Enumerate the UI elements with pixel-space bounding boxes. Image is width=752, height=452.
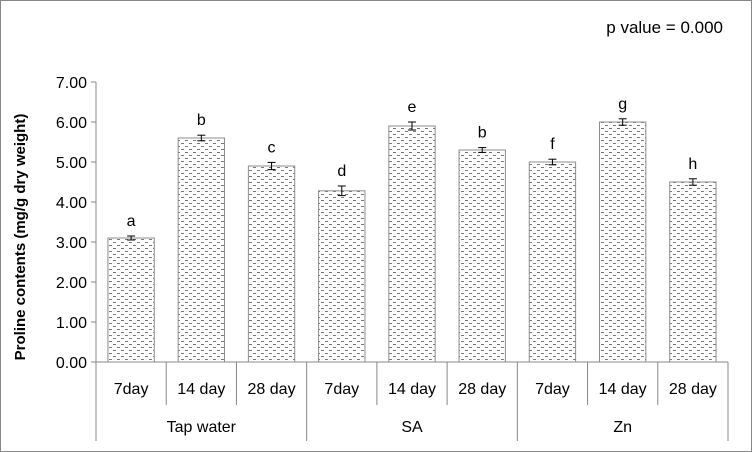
bar — [598, 121, 647, 363]
x-tick-label: 28 day — [458, 381, 506, 398]
bar — [107, 237, 155, 363]
significance-letter: b — [478, 125, 487, 142]
y-tick-label: 0.00 — [56, 355, 87, 372]
bar — [247, 165, 296, 363]
significance-letter: h — [688, 156, 697, 173]
y-tick-label: 3.00 — [56, 235, 87, 252]
x-group-label: Zn — [613, 419, 632, 436]
y-tick-label: 6.00 — [56, 115, 87, 132]
x-tick-label: 7day — [535, 381, 570, 398]
x-tick-label: 28 day — [248, 381, 296, 398]
bar — [458, 149, 506, 363]
x-group-label: Tap water — [167, 419, 237, 436]
x-tick-label: 28 day — [669, 381, 717, 398]
y-tick-label: 1.00 — [56, 315, 87, 332]
bar — [528, 161, 577, 363]
bar — [318, 190, 366, 363]
significance-letter: a — [127, 213, 136, 230]
y-tick-label: 2.00 — [56, 275, 87, 292]
significance-letter: g — [618, 96, 627, 113]
bar — [669, 181, 717, 363]
x-tick-label: 14 day — [599, 381, 647, 398]
significance-letter: f — [550, 136, 555, 153]
y-tick-label: 7.00 — [56, 75, 87, 92]
bar — [177, 137, 226, 363]
bar — [388, 125, 436, 363]
x-group-label: SA — [401, 419, 423, 436]
y-tick-label: 4.00 — [56, 195, 87, 212]
significance-letter: c — [268, 139, 276, 156]
p-value-annotation: p value = 0.000 — [606, 18, 723, 37]
x-tick-label: 7day — [114, 381, 149, 398]
x-tick-label: 14 day — [388, 381, 436, 398]
significance-letter: d — [337, 163, 346, 180]
x-tick-label: 7day — [324, 381, 359, 398]
y-tick-label: 5.00 — [56, 155, 87, 172]
significance-letter: e — [408, 99, 417, 116]
significance-letter: b — [197, 112, 206, 129]
y-axis-label: Proline contents (mg/g dry weight) — [12, 114, 29, 361]
x-tick-label: 14 day — [177, 381, 225, 398]
